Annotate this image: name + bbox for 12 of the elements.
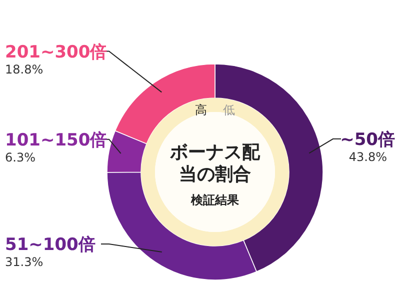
data-label: 6.3% — [5, 150, 36, 164]
data-label: 43.8% — [348, 150, 387, 164]
slice-label: ~50倍 — [340, 130, 395, 150]
slice-label: 51~100倍 — [5, 235, 96, 255]
text: 検証結果 — [190, 193, 240, 207]
slice-label: 101~150倍 — [5, 130, 108, 150]
text: 低 — [223, 103, 235, 117]
data-label: 31.3% — [5, 255, 44, 269]
slice-label: 201~300倍 — [5, 42, 108, 62]
data-label: 18.8% — [5, 62, 44, 76]
text: ボーナス配当の割合 — [169, 142, 261, 185]
text: 高 — [195, 103, 207, 117]
